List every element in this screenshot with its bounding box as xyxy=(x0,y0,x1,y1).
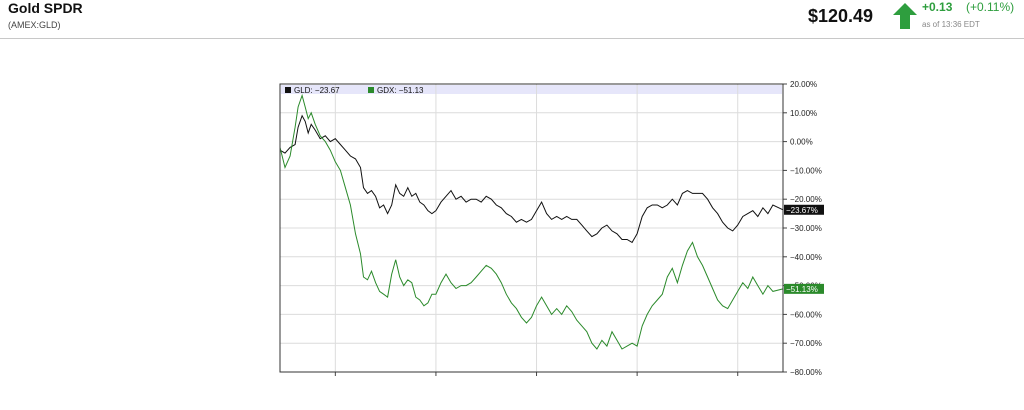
y-tick-label: 10.00% xyxy=(790,109,817,118)
y-tick-label: −30.00% xyxy=(790,224,822,233)
end-value-tag xyxy=(784,204,824,215)
y-tick-label: −80.00% xyxy=(790,368,822,377)
y-tick-label: 20.00% xyxy=(790,80,817,89)
end-value-tag xyxy=(784,283,824,294)
up-arrow-icon xyxy=(893,3,917,29)
as-of-timestamp: as of 13:36 EDT xyxy=(922,20,980,29)
plot-border xyxy=(279,83,784,373)
security-title: Gold SPDR xyxy=(8,0,83,16)
last-price: $120.49 xyxy=(808,6,874,26)
series-line-gld xyxy=(279,114,784,244)
performance-chart: 20.00% 10.00% 0.00% −10.00% −20.00% −30.00% −4… xyxy=(279,80,824,377)
legend-swatch xyxy=(368,87,374,93)
y-tick-label: −70.00% xyxy=(790,339,822,348)
end-value-label: −51.13% xyxy=(786,285,818,294)
price-change-percent: (+0.11%) xyxy=(966,0,1015,14)
series-line-gdx xyxy=(279,93,784,350)
quote-header: Gold SPDR (AMEX:GLD) $120.49 +0.13 (+0.1… xyxy=(0,0,1024,39)
price-change: +0.13 xyxy=(922,0,953,14)
end-value-label: −23.67% xyxy=(786,206,818,215)
y-tick-label: −60.00% xyxy=(790,310,822,319)
ticker-symbol: (AMEX:GLD) xyxy=(8,20,61,30)
y-tick-label: −40.00% xyxy=(790,253,822,262)
legend-swatch xyxy=(285,87,291,93)
y-tick-label: 0.00% xyxy=(790,138,813,147)
y-tick-label: −10.00% xyxy=(790,166,822,175)
legend-entry: GDX: −51.13 xyxy=(377,86,424,95)
y-tick-label: −20.00% xyxy=(790,195,822,204)
legend-band xyxy=(281,85,782,94)
legend-entry: GLD: −23.67 xyxy=(294,86,340,95)
